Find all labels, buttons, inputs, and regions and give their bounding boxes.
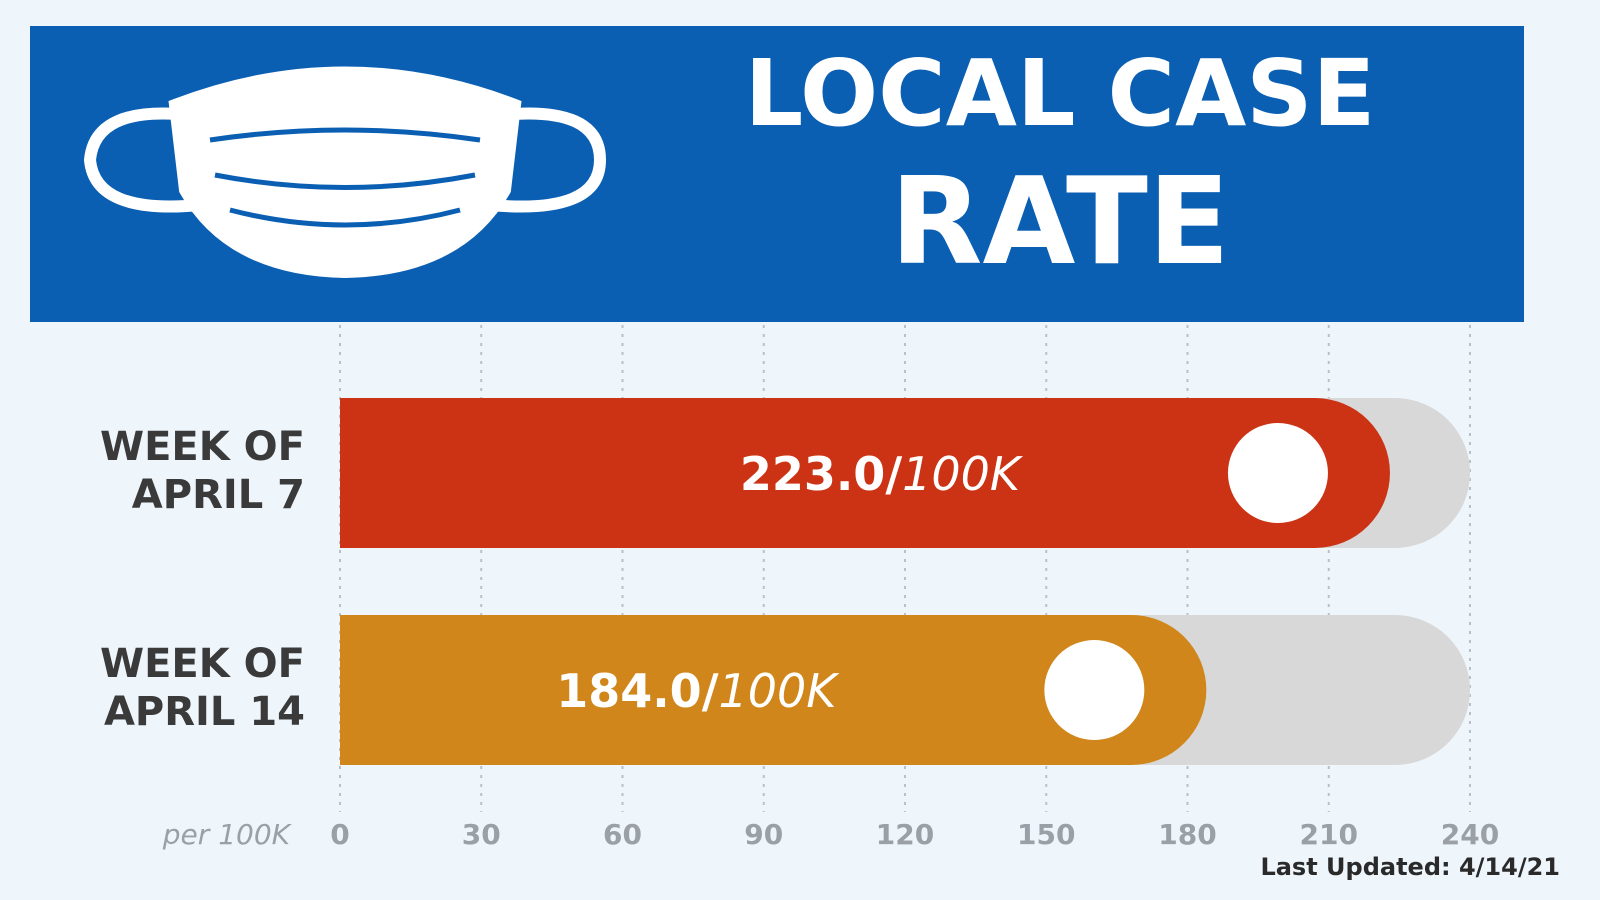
x-tick-label: 60 [603, 818, 642, 851]
value-label: 223.0/100K [740, 447, 1024, 501]
x-tick-label: 240 [1441, 818, 1499, 851]
value-label: 184.0/100K [556, 664, 840, 718]
x-tick-label: 120 [876, 818, 934, 851]
bar [340, 398, 1390, 548]
x-tick-label: 150 [1017, 818, 1075, 851]
x-tick-label: 30 [462, 818, 501, 851]
footnote: Last Updated: 4/14/21 [1260, 853, 1560, 881]
y-tick-label: WEEK OF APRIL 14 [100, 641, 305, 735]
y-tick-label: WEEK OF APRIL 7 [100, 424, 305, 518]
bar-dot [1227, 423, 1328, 523]
bar-dot [1044, 640, 1145, 740]
x-axis-label: per 100K [162, 818, 293, 851]
chart-title: LOCAL CASE RATE [745, 40, 1376, 291]
x-tick-label: 0 [330, 818, 349, 851]
bar [340, 615, 1207, 765]
x-tick-label: 90 [744, 818, 783, 851]
x-tick-label: 210 [1300, 818, 1358, 851]
x-tick-label: 180 [1158, 818, 1216, 851]
mask-icon [83, 66, 607, 279]
